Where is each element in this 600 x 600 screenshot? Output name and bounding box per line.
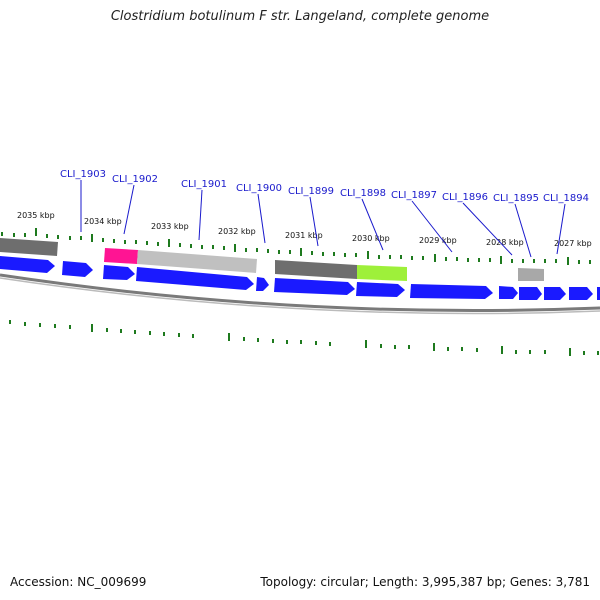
cds-arrow [256, 277, 269, 291]
accession-text: Accession: NC_009699 [10, 575, 147, 589]
inner-ruler [9, 320, 599, 356]
gene-label-cli-1901[interactable]: CLI_1901 [181, 179, 227, 190]
cds-arrow [274, 278, 355, 295]
cds-arrow [136, 267, 254, 290]
genome-backbone [0, 273, 600, 313]
cds-arrow [569, 287, 593, 300]
cds-arrow [103, 265, 135, 280]
feature-block-magenta [104, 248, 138, 264]
feature-block-gray-left [0, 238, 58, 256]
kbp-label: 2034 kbp [84, 217, 122, 226]
genome-backbone-shadow [0, 277, 600, 315]
kbp-label: 2031 kbp [285, 231, 323, 240]
kbp-label: 2030 kbp [352, 234, 390, 243]
feature-block-lightgray [137, 250, 257, 273]
gene-label-cli-1902[interactable]: CLI_1902 [112, 174, 158, 185]
feature-block-small-gray [518, 268, 544, 281]
feature-block-lime [357, 265, 407, 281]
feature-block-darkgray [275, 260, 357, 279]
gene-label-cli-1899[interactable]: CLI_1899 [288, 186, 334, 197]
gene-label-cli-1903[interactable]: CLI_1903 [60, 169, 106, 180]
cds-track [0, 256, 600, 300]
cds-arrow [0, 256, 55, 273]
gene-label-cli-1897[interactable]: CLI_1897 [391, 190, 437, 201]
cds-arrow [597, 287, 600, 300]
outer-ruler [1, 228, 591, 265]
cds-arrow [356, 282, 405, 297]
cds-arrow [410, 284, 493, 299]
kbp-label: 2033 kbp [151, 222, 189, 231]
cds-arrow [544, 287, 566, 300]
genome-summary-text: Topology: circular; Length: 3,995,387 bp… [260, 575, 590, 589]
kbp-label: 2027 kbp [554, 239, 592, 248]
kbp-label: 2028 kbp [486, 238, 524, 247]
gene-label-cli-1895[interactable]: CLI_1895 [493, 193, 539, 204]
gene-label-cli-1894[interactable]: CLI_1894 [543, 193, 589, 204]
gene-label-cli-1900[interactable]: CLI_1900 [236, 183, 282, 194]
cds-arrow [62, 261, 93, 277]
gene-label-cli-1898[interactable]: CLI_1898 [340, 188, 386, 199]
map-title: Clostridium botulinum F str. Langeland, … [110, 9, 490, 24]
gene-leader-lines [80, 180, 566, 258]
gene-label-cli-1896[interactable]: CLI_1896 [442, 192, 488, 203]
kbp-label: 2032 kbp [218, 227, 256, 236]
kbp-label: 2035 kbp [17, 211, 55, 220]
kbp-label: 2029 kbp [419, 236, 457, 245]
cds-arrow [499, 286, 518, 299]
cds-arrow [519, 287, 542, 300]
